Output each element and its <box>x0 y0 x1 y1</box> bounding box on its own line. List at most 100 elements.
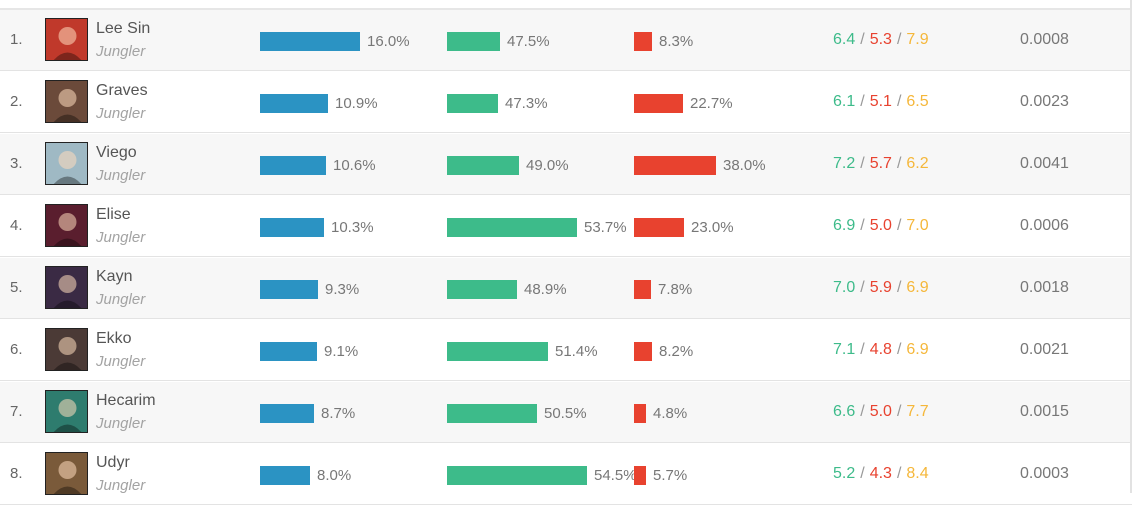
kda-separator: / <box>896 217 902 234</box>
win-rate-bar <box>447 342 548 361</box>
champion-role: Jungler <box>96 477 146 494</box>
table-row[interactable]: 2. Graves Jungler 10.9% 47.3% 22.7% 6.1/… <box>0 72 1132 133</box>
champion-name[interactable]: Ekko <box>96 330 132 347</box>
play-rate-label: 9.3% <box>325 281 360 298</box>
ban-rate-label: 5.7% <box>653 467 688 484</box>
play-rate-bar <box>260 218 324 237</box>
kills-value: 7.0 <box>833 279 856 296</box>
win-rate-bar <box>447 218 577 237</box>
win-rate-bar <box>447 466 587 485</box>
win-rate-label: 51.4% <box>555 343 598 360</box>
viego-portrait-icon[interactable] <box>45 142 88 185</box>
play-rate-bar <box>260 280 318 299</box>
table-row[interactable]: 4. Elise Jungler 10.3% 53.7% 23.0% 6.9/5… <box>0 196 1132 257</box>
rank-number: 6. <box>10 341 23 358</box>
kda-separator: / <box>896 341 902 358</box>
champion-name[interactable]: Graves <box>96 82 148 99</box>
kills-value: 6.9 <box>833 217 856 234</box>
kda-separator: / <box>896 465 902 482</box>
table-top-border <box>0 8 1132 10</box>
score-value: 0.0015 <box>1020 403 1069 420</box>
assists-value: 8.4 <box>906 465 929 482</box>
ban-rate-label: 7.8% <box>658 281 693 298</box>
assists-value: 7.0 <box>906 217 929 234</box>
play-rate-label: 10.9% <box>335 95 378 112</box>
win-rate-label: 50.5% <box>544 405 587 422</box>
win-rate-label: 53.7% <box>584 219 627 236</box>
ban-rate-label: 38.0% <box>723 157 766 174</box>
kills-value: 7.1 <box>833 341 856 358</box>
kda-separator: / <box>860 155 865 172</box>
ban-rate-bar <box>634 280 651 299</box>
udyr-portrait-icon[interactable] <box>45 452 88 495</box>
kda-separator: / <box>860 403 865 420</box>
assists-value: 7.9 <box>906 31 929 48</box>
table-row[interactable]: 6. Ekko Jungler 9.1% 51.4% 8.2% 7.1/4.8/… <box>0 320 1132 381</box>
play-rate-bar <box>260 32 360 51</box>
kills-value: 6.4 <box>833 31 856 48</box>
rank-number: 4. <box>10 217 23 234</box>
win-rate-label: 54.5% <box>594 467 637 484</box>
ban-rate-bar <box>634 404 646 423</box>
table-row[interactable]: 7. Hecarim Jungler 8.7% 50.5% 4.8% 6.6/5… <box>0 382 1132 443</box>
assists-value: 6.2 <box>906 155 929 172</box>
elise-portrait-icon[interactable] <box>45 204 88 247</box>
graves-portrait-icon[interactable] <box>45 80 88 123</box>
kda-separator: / <box>860 465 865 482</box>
rank-number: 3. <box>10 155 23 172</box>
ban-rate-label: 8.3% <box>659 33 694 50</box>
kills-value: 5.2 <box>833 465 856 482</box>
play-rate-bar <box>260 342 317 361</box>
win-rate-bar <box>447 404 537 423</box>
deaths-value: 5.3 <box>869 31 892 48</box>
score-value: 0.0006 <box>1020 217 1069 234</box>
kda-ratio: 6.1/5.1/6.5 <box>833 93 929 111</box>
win-rate-label: 47.5% <box>507 33 550 50</box>
play-rate-bar <box>260 466 310 485</box>
champion-name[interactable]: Udyr <box>96 454 130 471</box>
ban-rate-label: 22.7% <box>690 95 733 112</box>
ekko-portrait-icon[interactable] <box>45 328 88 371</box>
table-row[interactable]: 8. Udyr Jungler 8.0% 54.5% 5.7% 5.2/4.3/… <box>0 444 1132 505</box>
play-rate-label: 16.0% <box>367 33 410 50</box>
play-rate-label: 10.6% <box>333 157 376 174</box>
rank-number: 1. <box>10 31 23 48</box>
champion-name[interactable]: Lee Sin <box>96 20 151 37</box>
kda-ratio: 5.2/4.3/8.4 <box>833 465 929 483</box>
score-value: 0.0003 <box>1020 465 1069 482</box>
kda-ratio: 6.6/5.0/7.7 <box>833 403 929 421</box>
kda-ratio: 6.9/5.0/7.0 <box>833 217 929 235</box>
rank-number: 8. <box>10 465 23 482</box>
deaths-value: 4.8 <box>869 341 892 358</box>
kda-separator: / <box>896 31 902 48</box>
kills-value: 6.1 <box>833 93 856 110</box>
champion-name[interactable]: Hecarim <box>96 392 156 409</box>
hecarim-portrait-icon[interactable] <box>45 390 88 433</box>
play-rate-label: 9.1% <box>324 343 359 360</box>
kda-separator: / <box>860 31 865 48</box>
kda-separator: / <box>896 279 902 296</box>
score-value: 0.0023 <box>1020 93 1069 110</box>
kda-separator: / <box>860 341 865 358</box>
ban-rate-bar <box>634 218 684 237</box>
table-row[interactable]: 1. Lee Sin Jungler 16.0% 47.5% 8.3% 6.4/… <box>0 10 1132 71</box>
win-rate-label: 49.0% <box>526 157 569 174</box>
deaths-value: 5.7 <box>869 155 892 172</box>
table-row[interactable]: 3. Viego Jungler 10.6% 49.0% 38.0% 7.2/5… <box>0 134 1132 195</box>
table-row[interactable]: 5. Kayn Jungler 9.3% 48.9% 7.8% 7.0/5.9/… <box>0 258 1132 319</box>
play-rate-bar <box>260 94 328 113</box>
deaths-value: 5.0 <box>869 217 892 234</box>
kayn-portrait-icon[interactable] <box>45 266 88 309</box>
kda-separator: / <box>860 217 865 234</box>
champion-role: Jungler <box>96 353 146 370</box>
score-value: 0.0041 <box>1020 155 1069 172</box>
ban-rate-bar <box>634 466 646 485</box>
scrollbar-track[interactable] <box>1130 0 1132 493</box>
champion-name[interactable]: Viego <box>96 144 137 161</box>
lee-sin-portrait-icon[interactable] <box>45 18 88 61</box>
champion-role: Jungler <box>96 43 146 60</box>
deaths-value: 5.1 <box>869 93 892 110</box>
win-rate-bar <box>447 94 498 113</box>
champion-name[interactable]: Kayn <box>96 268 133 285</box>
champion-name[interactable]: Elise <box>96 206 131 223</box>
